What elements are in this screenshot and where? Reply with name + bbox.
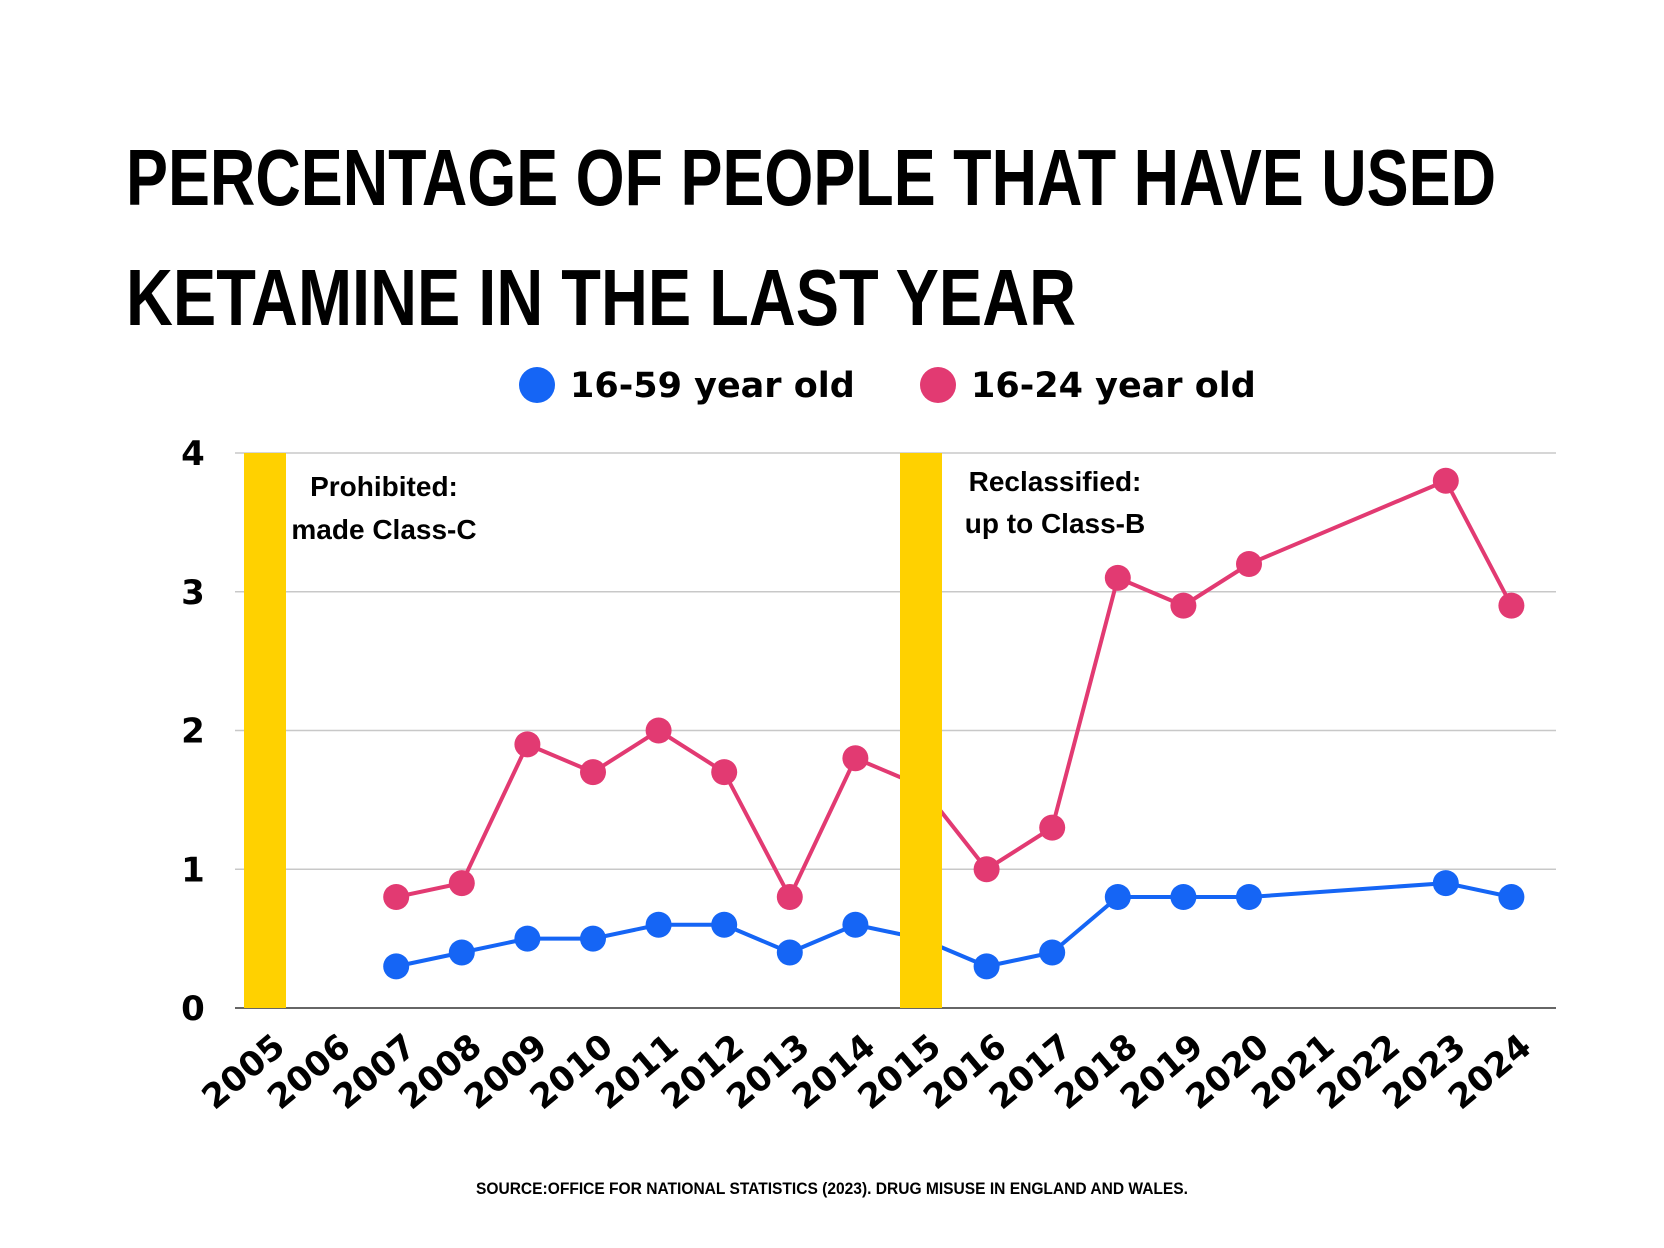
source-note: SOURCE:OFFICE FOR NATIONAL STATISTICS (2…: [476, 1179, 1188, 1198]
data-point: [1498, 884, 1525, 910]
y-tick-label: 3: [181, 573, 205, 613]
y-tick-label: 4: [181, 434, 205, 474]
annotations: Prohibited: made Class-C Reclassified: up t…: [291, 466, 1145, 545]
data-point: [645, 911, 672, 938]
chart-title: PERCENTAGE OF PEOPLE THAT HAVE USED KETA…: [126, 133, 1496, 342]
data-point: [1432, 467, 1459, 494]
data-point: [580, 759, 606, 786]
y-tick-label: 2: [181, 712, 205, 752]
x-axis: 2005200620072008200920102011201220132014…: [195, 1026, 1540, 1117]
title-line-2: KETAMINE IN THE LAST YEAR: [126, 253, 1076, 342]
highlight-bar-2015: [900, 453, 942, 1008]
data-point: [842, 745, 869, 772]
data-point: [580, 925, 606, 952]
y-tick-label: 1: [181, 850, 205, 890]
legend: 16-59 year old 16-24 year old: [519, 366, 1256, 406]
title-line-1: PERCENTAGE OF PEOPLE THAT HAVE USED: [126, 133, 1496, 222]
legend-label-1: 16-59 year old: [570, 366, 855, 406]
data-point: [448, 939, 475, 966]
grid: [235, 452, 1556, 1009]
legend-marker-2: [920, 367, 956, 403]
series-line-1: [394, 881, 1514, 969]
legend-label-2: 16-24 year old: [971, 366, 1256, 406]
data-point: [776, 884, 803, 910]
series: [383, 467, 1525, 980]
data-point: [514, 925, 541, 952]
data-point: [1039, 939, 1066, 966]
series-line-2: [394, 478, 1514, 899]
data-point: [383, 953, 410, 980]
data-point: [1170, 884, 1197, 910]
legend-marker-1: [519, 367, 555, 403]
highlight-bar-2005: [244, 453, 286, 1008]
y-axis: 0 1 2 3 4: [181, 434, 205, 1029]
data-point: [1170, 592, 1197, 619]
highlight-bars: [244, 453, 942, 1008]
data-point: [448, 870, 475, 897]
data-point: [711, 759, 738, 786]
data-point: [1236, 884, 1262, 910]
data-point: [711, 911, 738, 938]
data-point: [514, 731, 541, 758]
data-point: [1498, 592, 1525, 619]
data-point: [1104, 564, 1131, 591]
annotation-2005-line-1: Prohibited:: [310, 471, 458, 502]
y-tick-label: 0: [181, 989, 205, 1029]
annotation-2015-line-2: up to Class-B: [965, 508, 1145, 539]
annotation-2005-line-2: made Class-C: [291, 514, 476, 545]
data-point: [1104, 884, 1131, 910]
data-point: [842, 911, 869, 938]
data-point: [973, 953, 1000, 980]
data-point: [645, 717, 672, 744]
data-point: [1236, 551, 1262, 577]
data-point: [1039, 814, 1066, 841]
data-point: [776, 939, 803, 966]
data-point: [973, 856, 1000, 883]
annotation-2015-line-1: Reclassified:: [969, 466, 1142, 497]
data-point: [1432, 870, 1459, 897]
data-point: [383, 884, 410, 910]
